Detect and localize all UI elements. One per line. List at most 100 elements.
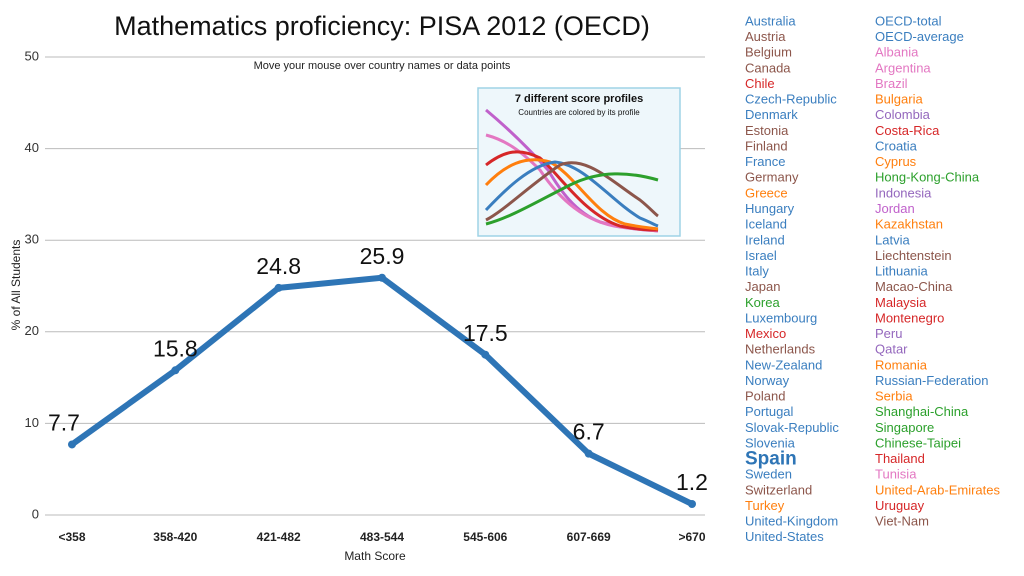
country-name[interactable]: Denmark <box>745 107 798 122</box>
country-name[interactable]: Brazil <box>875 76 908 91</box>
y-tick-label: 30 <box>25 232 39 247</box>
country-name[interactable]: Cyprus <box>875 154 917 169</box>
data-point[interactable] <box>584 449 593 458</box>
country-name[interactable]: Argentina <box>875 60 931 75</box>
country-name[interactable]: Portugal <box>745 404 794 419</box>
country-name[interactable]: Bulgaria <box>875 92 923 107</box>
country-name[interactable]: Czech-Republic <box>745 92 837 107</box>
country-name[interactable]: Hungary <box>745 201 795 216</box>
country-name[interactable]: OECD-total <box>875 13 942 28</box>
country-name[interactable]: Albania <box>875 45 919 60</box>
country-name[interactable]: Switzerland <box>745 482 812 497</box>
country-name[interactable]: Spain <box>745 449 797 470</box>
country-name[interactable]: Ireland <box>745 232 785 247</box>
country-name[interactable]: Turkey <box>745 498 785 513</box>
data-label: 25.9 <box>360 243 405 269</box>
data-label: 6.7 <box>573 419 605 445</box>
x-tick-label: <358 <box>58 530 85 544</box>
country-name[interactable]: United-States <box>745 529 824 544</box>
country-name[interactable]: New-Zealand <box>745 357 822 372</box>
country-name[interactable]: Qatar <box>875 342 908 357</box>
country-name[interactable]: Macao-China <box>875 279 953 294</box>
chart-title: Mathematics proficiency: PISA 2012 (OECD… <box>114 11 650 41</box>
country-name[interactable]: Lithuania <box>875 264 929 279</box>
country-name[interactable]: Slovenia <box>745 435 796 450</box>
country-name[interactable]: Germany <box>745 170 799 185</box>
country-name[interactable]: Malaysia <box>875 295 927 310</box>
inset-curve <box>485 172 659 226</box>
country-name[interactable]: Chinese-Taipei <box>875 435 961 450</box>
data-point[interactable] <box>688 500 696 509</box>
inset-title: 7 different score profiles <box>515 93 643 105</box>
country-name[interactable]: Singapore <box>875 420 934 435</box>
country-name[interactable]: Sweden <box>745 467 792 482</box>
inset-curves <box>484 108 659 233</box>
inset-curve <box>485 161 659 222</box>
data-line <box>70 274 694 507</box>
country-name[interactable]: France <box>745 154 785 169</box>
country-name[interactable]: Chile <box>745 76 775 91</box>
country-list: AustraliaAustriaBelgiumCanadaChileCzech-… <box>745 13 1000 544</box>
x-axis-label: Math Score <box>344 549 406 563</box>
data-label: 7.7 <box>48 410 80 436</box>
country-name[interactable]: Israel <box>745 248 777 263</box>
country-name[interactable]: Russian-Federation <box>875 373 988 388</box>
data-label: 15.8 <box>153 335 198 361</box>
country-name[interactable]: Canada <box>745 60 791 75</box>
country-name[interactable]: Indonesia <box>875 185 932 200</box>
x-tick-label: 483-544 <box>360 530 404 544</box>
country-name[interactable]: Iceland <box>745 217 787 232</box>
data-label: 17.5 <box>463 320 508 346</box>
data-point[interactable] <box>274 283 283 292</box>
country-name[interactable]: OECD-average <box>875 29 964 44</box>
country-name[interactable]: Viet-Nam <box>875 514 929 529</box>
country-name[interactable]: Jordan <box>875 201 915 216</box>
country-name[interactable]: Latvia <box>875 232 910 247</box>
country-name[interactable]: Austria <box>745 29 786 44</box>
country-name[interactable]: Liechtenstein <box>875 248 952 263</box>
x-tick-label: 607-669 <box>567 530 611 544</box>
x-tick-label: 358-420 <box>153 530 197 544</box>
country-name[interactable]: Uruguay <box>875 498 925 513</box>
country-name[interactable]: Poland <box>745 389 785 404</box>
country-name[interactable]: United-Arab-Emirates <box>875 482 1000 497</box>
country-name[interactable]: Kazakhstan <box>875 217 943 232</box>
country-name[interactable]: Japan <box>745 279 780 294</box>
country-name[interactable]: Croatia <box>875 138 918 153</box>
country-name[interactable]: Norway <box>745 373 790 388</box>
country-name[interactable]: Tunisia <box>875 467 917 482</box>
country-name[interactable]: Mexico <box>745 326 786 341</box>
data-point[interactable] <box>378 273 386 282</box>
country-name[interactable]: Peru <box>875 326 902 341</box>
country-name[interactable]: Romania <box>875 357 928 372</box>
country-name[interactable]: Greece <box>745 185 788 200</box>
country-name[interactable]: Slovak-Republic <box>745 420 839 435</box>
data-label: 1.2 <box>676 469 708 495</box>
y-tick-label: 0 <box>32 506 39 521</box>
y-tick-label: 50 <box>25 48 39 63</box>
country-name[interactable]: Korea <box>745 295 780 310</box>
country-name[interactable]: Montenegro <box>875 310 944 325</box>
y-tick-label: 10 <box>25 415 39 430</box>
data-label: 24.8 <box>256 253 301 279</box>
country-name[interactable]: Australia <box>745 13 796 28</box>
data-point[interactable] <box>481 350 490 359</box>
country-name[interactable]: Costa-Rica <box>875 123 940 138</box>
data-point[interactable] <box>171 366 180 375</box>
country-name[interactable]: Belgium <box>745 45 792 60</box>
profile-inset: 7 different score profiles Countries are… <box>477 87 681 237</box>
country-name[interactable]: Finland <box>745 138 788 153</box>
inset-subtitle: Countries are colored by its profile <box>518 108 640 117</box>
country-name[interactable]: Shanghai-China <box>875 404 969 419</box>
country-name[interactable]: Netherlands <box>745 342 816 357</box>
country-name[interactable]: Hong-Kong-China <box>875 170 980 185</box>
data-point[interactable] <box>68 440 76 449</box>
country-name[interactable]: Luxembourg <box>745 310 817 325</box>
country-name[interactable]: Serbia <box>875 389 913 404</box>
country-name[interactable]: Colombia <box>875 107 931 122</box>
country-name[interactable]: Thailand <box>875 451 925 466</box>
inset-curve <box>485 150 659 232</box>
country-name[interactable]: Estonia <box>745 123 789 138</box>
country-name[interactable]: United-Kingdom <box>745 514 838 529</box>
country-name[interactable]: Italy <box>745 264 769 279</box>
